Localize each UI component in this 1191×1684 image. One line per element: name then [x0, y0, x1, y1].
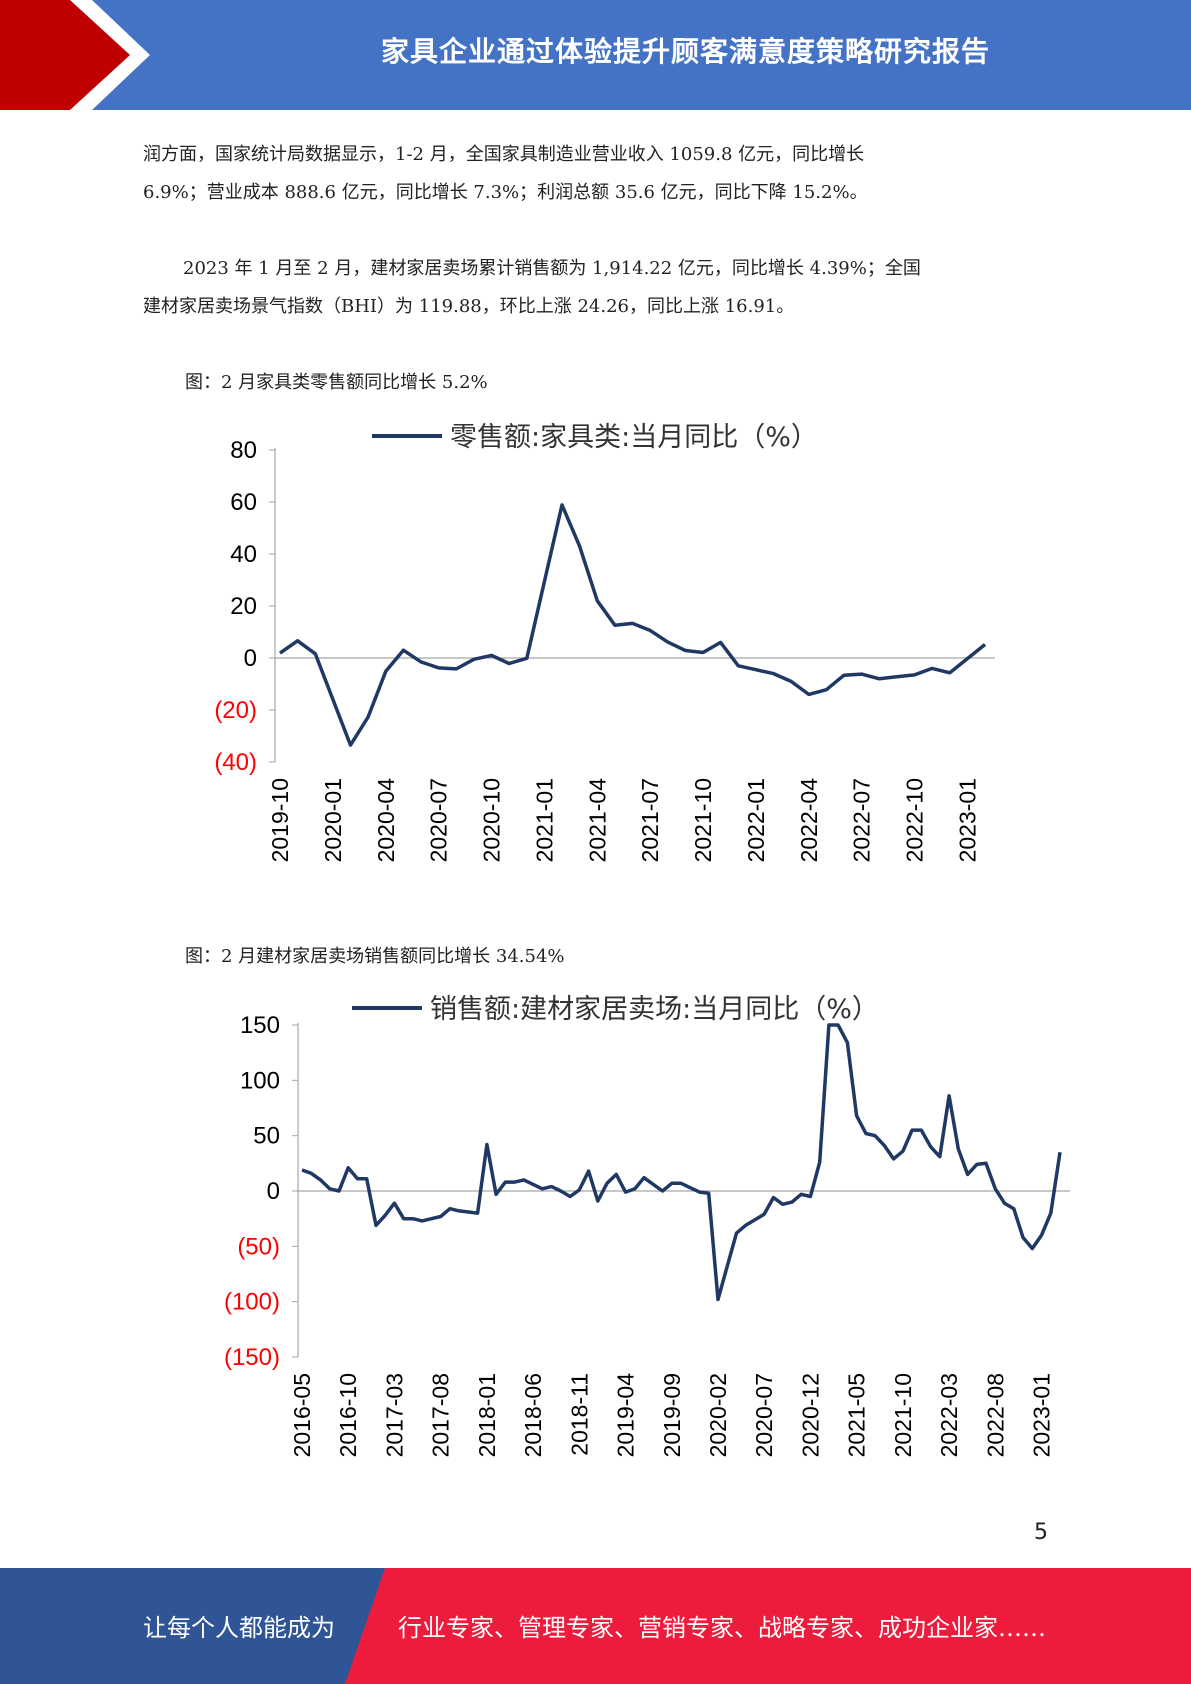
x-tick-label: 2019-10: [267, 778, 293, 862]
y-tick-label: 50: [253, 1123, 280, 1150]
x-tick-label: 2019-09: [659, 1373, 685, 1457]
y-tick-label: (50): [237, 1233, 280, 1260]
page-number: 5: [1034, 1520, 1048, 1545]
y-tick-label: (20): [214, 697, 257, 724]
x-tick-label: 2023-01: [1029, 1373, 1055, 1457]
footer-slogan-left: 让每个人都能成为: [143, 1614, 335, 1642]
building-materials-sales-chart: 150 100 50 0 (50) (100) (150) 2016-05 2016-10 201…: [224, 994, 1070, 1458]
x-tick-label: 2022-10: [902, 778, 928, 862]
paragraph-line: 润方面，国家统计局数据显示，1-2 月，全国家具制造业营业收入 1059.8 亿…: [143, 144, 865, 165]
x-tick-label: 2020-07: [751, 1373, 777, 1457]
x-tick-label: 2020-01: [320, 778, 346, 862]
x-tick-label: 2023-01: [954, 778, 980, 862]
paragraph-line: 6.9%；营业成本 888.6 亿元，同比增长 7.3%；利润总额 35.6 亿…: [143, 182, 868, 203]
x-tick-label: 2022-01: [743, 778, 769, 862]
paragraph-line: 建材家居卖场景气指数（BHI）为 119.88，环比上涨 24.26，同比上涨 …: [143, 296, 795, 317]
x-tick-label: 2021-10: [690, 778, 716, 862]
y-tick-label: 20: [230, 593, 257, 620]
x-tick-label: 2021-10: [890, 1373, 916, 1457]
x-tick-label: 2021-04: [584, 778, 610, 863]
furniture-retail-chart: 80 60 40 20 0 (20) (40) 2019-10 2020-01 2020-04 20…: [214, 422, 995, 863]
y-tick-label: (150): [224, 1344, 280, 1371]
header-arrow-decoration: [0, 0, 150, 110]
paragraph-line: 2023 年 1 月至 2 月，建材家居卖场累计销售额为 1,914.22 亿元…: [183, 258, 921, 279]
x-tick-label: 2022-04: [796, 778, 822, 863]
x-tick-label: 2020-02: [705, 1373, 731, 1457]
x-tick-label: 2022-07: [849, 778, 875, 862]
x-tick-label: 2019-04: [613, 1373, 639, 1458]
y-tick-label: 150: [240, 1012, 280, 1039]
paragraph-profit: 润方面，国家统计局数据显示，1-2 月，全国家具制造业营业收入 1059.8 亿…: [143, 136, 1053, 212]
y-tick-label: (40): [214, 749, 257, 776]
paragraph-building-materials: 2023 年 1 月至 2 月，建材家居卖场累计销售额为 1,914.22 亿元…: [143, 250, 1053, 326]
x-tick-label: 2021-05: [844, 1373, 870, 1457]
series-line: [301, 1023, 1062, 1302]
page-footer: 让每个人都能成为 行业专家、管理专家、营销专家、战略专家、成功企业家……: [0, 1568, 1191, 1684]
x-tick-label: 2016-10: [335, 1373, 361, 1457]
x-tick-label: 2022-03: [936, 1373, 962, 1457]
footer-background: [0, 1568, 1191, 1684]
x-tick-label: 2017-08: [428, 1373, 454, 1457]
y-tick-label: 40: [230, 541, 257, 568]
legend-label: 销售额:建材家居卖场:当月同比（%）: [430, 994, 879, 1025]
y-tick-label: 100: [240, 1067, 280, 1094]
x-tick-label: 2018-06: [520, 1373, 546, 1457]
x-tick-label: 2021-07: [637, 778, 663, 862]
y-tick-label: 0: [244, 645, 257, 672]
y-tick-label: (100): [224, 1289, 280, 1316]
x-tick-label: 2021-01: [531, 778, 557, 862]
series-line: [278, 503, 987, 747]
y-tick-label: 60: [230, 489, 257, 516]
y-tick-label: 80: [230, 437, 257, 464]
x-tick-label: 2018-01: [474, 1373, 500, 1457]
legend-label: 零售额:家具类:当月同比（%）: [450, 422, 818, 453]
x-tick-label: 2018-11: [566, 1373, 592, 1456]
x-tick-label: 2020-07: [426, 778, 452, 862]
footer-slogan-right: 行业专家、管理专家、营销专家、战略专家、成功企业家……: [398, 1614, 1046, 1642]
x-tick-label: 2016-05: [289, 1373, 315, 1457]
report-title: 家具企业通过体验提升顾客满意度策略研究报告: [380, 35, 990, 68]
figure-1-caption: 图：2 月家具类零售额同比增长 5.2%: [185, 372, 488, 393]
x-tick-label: 2022-08: [982, 1373, 1008, 1457]
page-header: 家具企业通过体验提升顾客满意度策略研究报告: [0, 0, 1191, 110]
x-tick-label: 2020-12: [797, 1373, 823, 1457]
y-tick-label: 0: [267, 1178, 280, 1205]
figure-2-caption: 图：2 月建材家居卖场销售额同比增长 34.54%: [185, 946, 565, 967]
x-tick-label: 2020-04: [373, 778, 399, 863]
x-tick-label: 2017-03: [381, 1373, 407, 1457]
x-tick-label: 2020-10: [479, 778, 505, 862]
